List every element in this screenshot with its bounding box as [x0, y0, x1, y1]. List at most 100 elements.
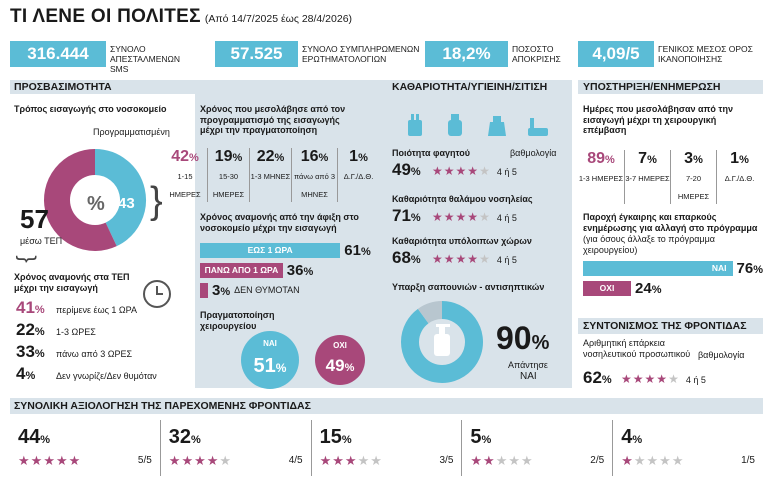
soap-donut — [401, 301, 483, 383]
coord-rating-word: βαθμολογία — [698, 350, 745, 360]
sched-time-item: 16% πάνω από 3 ΜΗΝΕΣ — [291, 148, 337, 202]
brace-down: } — [15, 255, 41, 263]
star-filled-icon: ★ — [432, 210, 444, 224]
star-filled-icon: ★ — [443, 164, 456, 178]
star-empty-icon: ★ — [646, 453, 660, 468]
arrival-bar: ΠΑΝΩ ΑΠΟ 1 ΩΡΑ — [200, 262, 283, 278]
rating-stars: ★★★★★ — [470, 453, 533, 469]
kpi-response-value: 18,2% — [425, 41, 508, 67]
star-empty-icon: ★ — [668, 372, 680, 386]
clean-item-label: Καθαριότητα θαλάμου νοσηλείας — [392, 194, 533, 204]
info-pct: 24% — [635, 279, 662, 297]
surgery-yes-label: ΝΑΙ — [263, 339, 277, 348]
star-filled-icon: ★ — [467, 210, 480, 224]
sched-time-item: 1% Δ.Γ./Δ.Θ. — [337, 148, 379, 202]
rating-stars: ★★★★★ — [432, 164, 491, 178]
clean-item: 68% ★★★★★ 4 ή 5 — [392, 248, 517, 267]
info-bars: ΝΑΙ 76% ΟΧΙ 24% — [583, 258, 763, 298]
star-empty-icon: ★ — [671, 453, 685, 468]
star-filled-icon: ★ — [68, 453, 82, 468]
rating-stars: ★★★★★ — [621, 453, 684, 469]
clean-title: ΚΑΘΑΡΙΟΤΗΤΑ/ΥΓΙΕΙΝΗ/ΣΙΤΙΣΗ — [392, 81, 548, 93]
star-filled-icon: ★ — [632, 372, 645, 386]
star-filled-icon: ★ — [55, 453, 69, 468]
star-filled-icon: ★ — [18, 453, 31, 468]
star-filled-icon: ★ — [319, 453, 333, 468]
coord-label: Αριθμητική επάρκεια νοσηλευτικού προσωπι… — [583, 338, 691, 359]
overall-item: 4% ★★★★★ 1/5 — [612, 420, 763, 476]
star-filled-icon: ★ — [455, 252, 468, 266]
surgery-days-item: 7% 3-7 ΗΜΕΡΕΣ — [624, 150, 670, 204]
clean-rating-word: βαθμολογία — [510, 148, 557, 158]
overall-item: 32% ★★★★★ 4/5 — [159, 420, 311, 476]
kpi-satisfaction-value: 4,09/5 — [578, 41, 654, 67]
wait-tep-label: περίμενε έως 1 ΩΡΑ — [56, 305, 137, 315]
wait-tep-label: 1-3 ΩΡΕΣ — [56, 327, 96, 337]
surgery-no-circle: ΟΧΙ 49% — [315, 335, 365, 385]
overall-row: 44% ★★★★★ 5/5 32% ★★★★★ 4/5 15% ★★★★★ 3/5 5% ★★… — [10, 420, 763, 476]
star-filled-icon: ★ — [443, 210, 456, 224]
overall-item: 44% ★★★★★ 5/5 — [18, 426, 152, 468]
star-empty-icon: ★ — [508, 453, 522, 468]
wait-tep-row: 4% Δεν γνωρίζε/Δεν θυμόταν — [16, 364, 186, 386]
star-filled-icon: ★ — [206, 453, 220, 468]
info-row: ΝΑΙ 76% — [583, 258, 763, 278]
info-bar: ΟΧΙ — [583, 280, 631, 296]
sched-time-item: 42% 1-15 ΗΜΕΡΕΣ — [169, 148, 201, 199]
donut-slice-scheduled — [94, 149, 146, 247]
wait-tep-pct: 4% — [16, 364, 36, 383]
arrival-pct: 3% — [212, 281, 231, 299]
clean-item-label: Ποιότητα φαγητού — [392, 148, 471, 158]
access-title: ΠΡΟΣΒΑΣΙΜΟΤΗΤΑ — [14, 81, 112, 93]
arrival-row: ΠΑΝΩ ΑΠΟ 1 ΩΡΑ 36% — [200, 260, 380, 280]
star-filled-icon: ★ — [455, 210, 468, 224]
star-filled-icon: ★ — [432, 252, 444, 266]
donut-center-symbol: % — [87, 193, 105, 215]
star-filled-icon: ★ — [43, 453, 56, 468]
soap-slice-no — [417, 301, 443, 324]
soap-slice-yes — [401, 301, 483, 383]
soap-value: 90% — [496, 320, 550, 356]
star-empty-icon: ★ — [357, 453, 371, 468]
star-filled-icon: ★ — [181, 453, 195, 468]
info-subtitle: (για όσους άλλαξε το πρόγραμμα χειρουργε… — [583, 234, 716, 255]
star-empty-icon: ★ — [219, 453, 233, 468]
surgery-no-label: ΟΧΙ — [333, 341, 347, 350]
rating-stars: ★★★★★ — [320, 453, 383, 469]
clean-item-label: Καθαριότητα υπόλοιπων χώρων — [392, 236, 532, 246]
wait-tep-pct: 41% — [16, 298, 45, 317]
arrival-title: Χρόνος αναμονής από την άφιξη στο νοσοκο… — [200, 212, 359, 233]
arrival-row: 3% ΔΕΝ ΘΥΜΟΤΑΝ — [200, 280, 380, 300]
info-title: Παροχή έγκαιρης και επαρκούς ενημέρωσης … — [583, 212, 758, 233]
support-title: ΥΠΟΣΤΗΡΙΞΗ/ΕΝΗΜΕΡΩΣΗ — [583, 81, 721, 93]
star-filled-icon: ★ — [344, 453, 358, 468]
info-pct: 76% — [736, 259, 763, 277]
star-filled-icon: ★ — [332, 453, 345, 468]
star-filled-icon: ★ — [470, 453, 484, 468]
kpi-questionnaires-label: ΣΥΝΟΛΟ ΣΥΜΠΛΗΡΩΜΕΝΩΝ ΕΡΩΤΗΜΑΤΟΛΟΓΙΩΝ — [302, 44, 420, 64]
title-text: ΤΙ ΛΕΝΕ ΟΙ ΠΟΛΙΤΕΣ — [10, 6, 201, 27]
wait-tep-row: 41% περίμενε έως 1 ΩΡΑ — [16, 298, 186, 320]
overall-item: 5% ★★★★★ 2/5 — [461, 420, 612, 476]
arrival-pct: 36% — [286, 261, 314, 279]
overall-header-band — [10, 398, 763, 414]
rating-stars: ★★★★★ — [169, 453, 232, 469]
surgery-days-row: 89% 1-3 ΗΜΕΡΕΣ 7% 3-7 ΗΜΕΡΕΣ 3% 7-20 ΗΜΕΡΕΣ… — [578, 150, 763, 204]
star-empty-icon: ★ — [479, 252, 491, 266]
star-empty-icon: ★ — [633, 453, 647, 468]
coord-item: 62% ★★★★★ 4 ή 5 — [583, 368, 706, 387]
arrival-label: ΔΕΝ ΘΥΜΟΤΑΝ — [234, 284, 300, 295]
sched-time-row: 42% 1-15 ΗΜΕΡΕΣ 19% 15-30 ΗΜΕΡΕΣ 22% 1-3 ΜΗ… — [163, 148, 379, 202]
kpi-satisfaction-label: ΓΕΝΙΚΟΣ ΜΕΣΟΣ ΟΡΟΣ ΙΚΑΝΟΠΟΙΗΣΗΣ — [658, 44, 753, 64]
star-empty-icon: ★ — [521, 453, 534, 468]
star-empty-icon: ★ — [370, 453, 383, 468]
surgery-days-item: 3% 7-20 ΗΜΕΡΕΣ — [670, 150, 716, 204]
star-empty-icon: ★ — [479, 210, 491, 224]
arrival-bars: ΕΩΣ 1 ΩΡΑ 61% ΠΑΝΩ ΑΠΟ 1 ΩΡΑ 36% 3% ΔΕΝ ΘΥΜ… — [200, 240, 380, 300]
surgery-days-title: Ημέρες που μεσολάβησαν από την εισαγωγή … — [583, 104, 733, 135]
star-empty-icon: ★ — [495, 453, 509, 468]
star-filled-icon: ★ — [194, 453, 207, 468]
star-filled-icon: ★ — [432, 164, 444, 178]
kpi-response-label: ΠΟΣΟΣΤΟ ΑΠΟΚΡΙΣΗΣ — [512, 44, 561, 64]
star-empty-icon: ★ — [659, 453, 672, 468]
